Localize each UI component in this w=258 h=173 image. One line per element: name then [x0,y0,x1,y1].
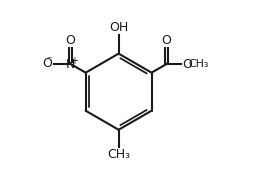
Text: O: O [42,57,52,70]
Text: +: + [70,56,78,66]
Text: O: O [66,34,76,47]
Text: ⁻: ⁻ [46,55,52,65]
Text: CH₃: CH₃ [107,148,130,161]
Text: O: O [162,34,172,47]
Text: CH₃: CH₃ [189,59,209,69]
Text: OH: OH [109,21,128,34]
Text: O: O [182,57,192,71]
Text: N: N [66,57,75,71]
